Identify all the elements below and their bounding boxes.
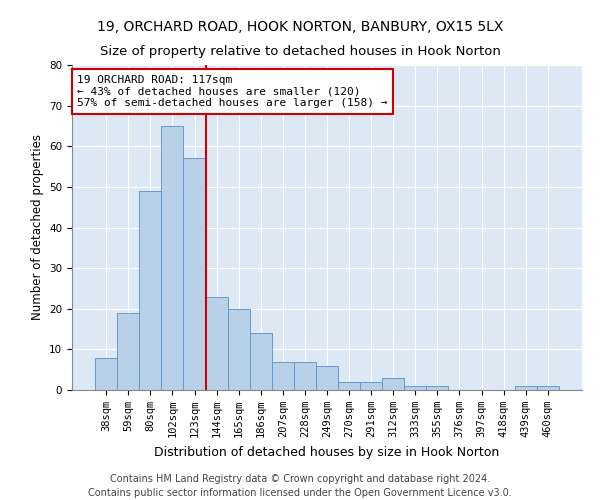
Bar — [227, 308, 250, 390]
Bar — [294, 362, 316, 390]
Bar — [427, 386, 448, 390]
Bar — [272, 362, 294, 390]
Text: Size of property relative to detached houses in Hook Norton: Size of property relative to detached ho… — [100, 45, 500, 58]
Bar — [95, 358, 117, 390]
Text: 19 ORCHARD ROAD: 117sqm
← 43% of detached houses are smaller (120)
57% of semi-d: 19 ORCHARD ROAD: 117sqm ← 43% of detache… — [77, 74, 388, 108]
X-axis label: Distribution of detached houses by size in Hook Norton: Distribution of detached houses by size … — [154, 446, 500, 458]
Bar — [250, 333, 272, 390]
Bar — [338, 382, 360, 390]
Bar — [404, 386, 427, 390]
Bar — [382, 378, 404, 390]
Bar — [161, 126, 184, 390]
Bar — [117, 313, 139, 390]
Bar — [139, 191, 161, 390]
Bar — [360, 382, 382, 390]
Bar — [206, 296, 227, 390]
Bar — [515, 386, 537, 390]
Text: Contains HM Land Registry data © Crown copyright and database right 2024.
Contai: Contains HM Land Registry data © Crown c… — [88, 474, 512, 498]
Bar — [316, 366, 338, 390]
Bar — [537, 386, 559, 390]
Y-axis label: Number of detached properties: Number of detached properties — [31, 134, 44, 320]
Text: 19, ORCHARD ROAD, HOOK NORTON, BANBURY, OX15 5LX: 19, ORCHARD ROAD, HOOK NORTON, BANBURY, … — [97, 20, 503, 34]
Bar — [184, 158, 206, 390]
